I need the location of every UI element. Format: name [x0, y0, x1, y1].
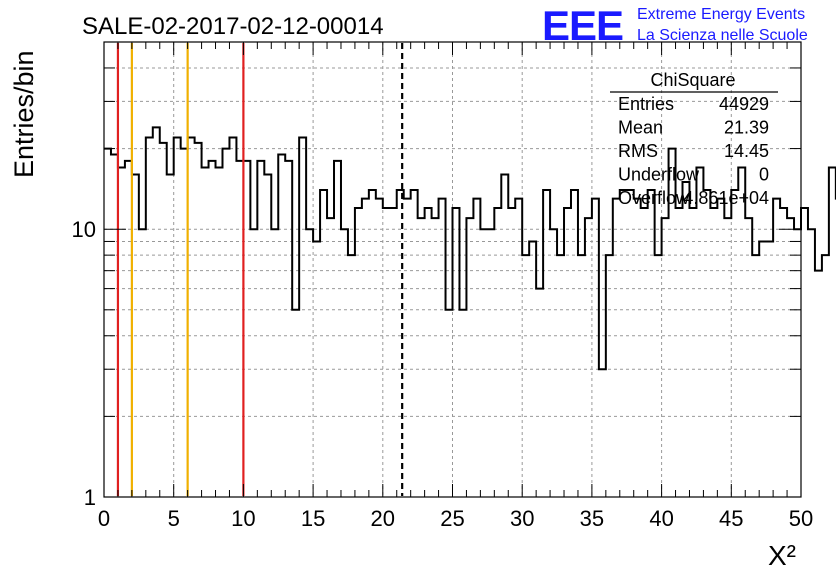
histogram-series: [104, 126, 836, 371]
project-name-line1: Extreme Energy Events: [637, 6, 805, 23]
x-tick-label: 0: [98, 506, 110, 531]
stats-value: 21.39: [724, 118, 769, 138]
x-tick-label: 35: [580, 506, 604, 531]
stats-label: Mean: [618, 118, 663, 138]
x-tick-label: 20: [371, 506, 395, 531]
project-name-line2: La Scienza nelle Scuole: [637, 27, 808, 44]
threshold-lines: [116, 43, 404, 496]
eee-logo: EEE: [542, 2, 623, 49]
stats-value: 44929: [719, 94, 769, 114]
x-tick-label: 30: [510, 506, 534, 531]
stats-value: 0: [759, 165, 769, 185]
run-title: SALE-02-2017-02-12-00014: [82, 13, 384, 40]
stats-title: ChiSquare: [650, 70, 735, 90]
x-tick-label: 15: [301, 506, 325, 531]
x-tick-label: 45: [719, 506, 743, 531]
y-tick-label: 10: [72, 217, 96, 242]
stats-label: Entries: [618, 94, 674, 114]
x-axis-label: X²: [768, 540, 796, 571]
x-tick-label: 50: [789, 506, 813, 531]
x-tick-label: 25: [440, 506, 464, 531]
x-tick-label: 10: [231, 506, 255, 531]
stats-value: 14.45: [724, 141, 769, 161]
stats-label: Overflow: [618, 188, 690, 208]
x-tick-label: 5: [168, 506, 180, 531]
stats-label: Underflow: [618, 165, 700, 185]
stats-value: 4.861e+04: [683, 188, 769, 208]
y-axis-label: Entries/bin: [9, 50, 39, 178]
histogram-outline: [104, 126, 836, 371]
stats-label: RMS: [618, 141, 658, 161]
stats-box: ChiSquare Entries 44929 Mean 21.39 RMS 14.45 U…: [610, 70, 778, 208]
axis-ticks: 0 5 10 15 20 25 30 35 40 45 50 1 10: [72, 41, 813, 531]
x-tick-label: 40: [649, 506, 673, 531]
y-tick-label: 1: [84, 485, 96, 510]
